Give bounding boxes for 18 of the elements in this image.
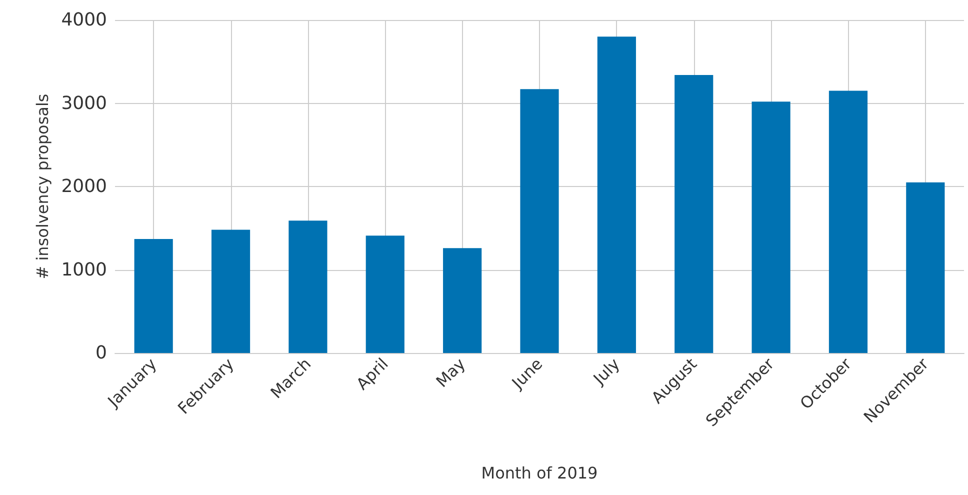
bar: [752, 102, 790, 353]
y-tick-label: 0: [96, 342, 107, 364]
bar: [366, 236, 404, 353]
y-tick-label: 2000: [61, 176, 107, 197]
bar: [443, 248, 482, 353]
y-tick-label: 3000: [61, 92, 107, 114]
bar: [211, 230, 250, 353]
x-axis-title: Month of 2019: [481, 464, 598, 482]
bar: [597, 36, 636, 353]
bar: [288, 220, 328, 353]
y-tick-label: 4000: [61, 10, 107, 30]
bar: [906, 182, 945, 353]
bar: [674, 74, 714, 353]
y-axis-title: # insolvency proposals: [32, 94, 52, 280]
bar: [134, 238, 173, 353]
bar: [520, 89, 559, 353]
bar: [828, 90, 868, 353]
y-tick-label: 1000: [61, 259, 107, 280]
